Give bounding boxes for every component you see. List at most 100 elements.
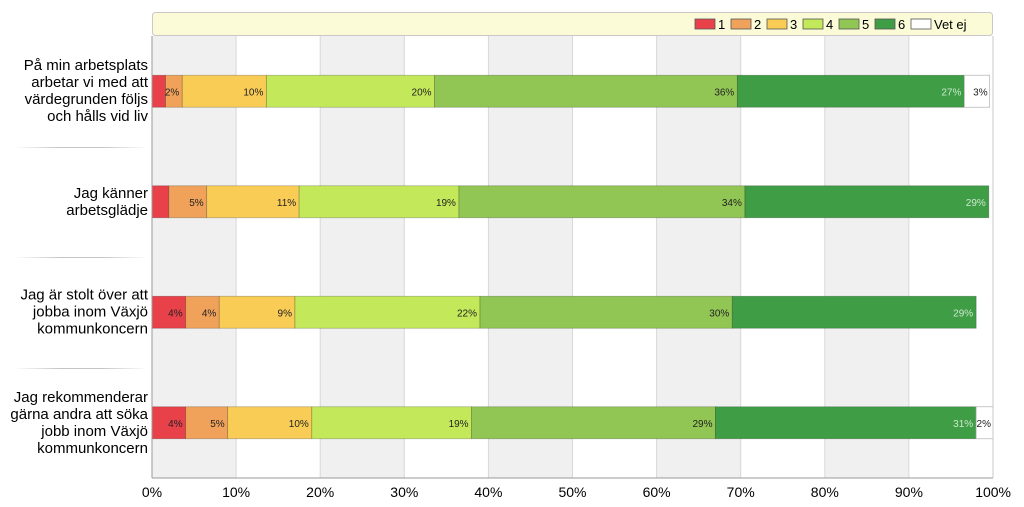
bar-segment bbox=[185, 406, 229, 440]
category-label-line: och hålls vid liv bbox=[47, 108, 148, 126]
legend-item: 4 bbox=[802, 17, 833, 32]
grid-band bbox=[572, 36, 657, 478]
legend-label: 6 bbox=[898, 17, 905, 32]
data-label: 19% bbox=[436, 198, 456, 209]
bar-segment bbox=[265, 74, 435, 108]
x-tick-label: 70% bbox=[727, 484, 755, 500]
x-tick-label: 40% bbox=[474, 484, 502, 500]
bar-segment bbox=[151, 74, 166, 108]
data-label: 3% bbox=[973, 87, 988, 98]
grid-band bbox=[740, 36, 825, 478]
bar-segment bbox=[715, 406, 977, 440]
legend-item: 5 bbox=[838, 17, 869, 32]
legend-swatch bbox=[874, 18, 896, 30]
data-label: 19% bbox=[449, 419, 469, 430]
x-tick-label: 60% bbox=[643, 484, 671, 500]
bar-segment bbox=[471, 406, 716, 440]
bar-segment bbox=[298, 185, 460, 219]
data-label: 2% bbox=[165, 87, 180, 98]
bar-segment bbox=[479, 295, 733, 329]
bar-segment bbox=[151, 185, 170, 219]
category-label-line: Jag känner bbox=[73, 184, 148, 202]
category-label-line: arbetsglädje bbox=[66, 201, 148, 219]
grid-band bbox=[320, 36, 405, 478]
bar-segment bbox=[434, 74, 738, 108]
category-separator bbox=[14, 146, 148, 148]
data-label: 20% bbox=[412, 87, 432, 98]
data-label: 10% bbox=[243, 87, 263, 98]
category-label-line: gärna andra att söka bbox=[10, 405, 148, 423]
data-label: 30% bbox=[709, 308, 729, 319]
bar-segment bbox=[294, 295, 481, 329]
legend-item: 6 bbox=[874, 17, 905, 32]
data-label: 34% bbox=[722, 198, 742, 209]
legend-swatch bbox=[838, 18, 860, 30]
x-tick-label: 90% bbox=[895, 484, 923, 500]
category-label-line: jobba inom Växjö bbox=[32, 303, 148, 321]
category-label-line: Jag rekommenderar bbox=[13, 388, 148, 406]
data-label: 29% bbox=[966, 198, 986, 209]
data-label: 29% bbox=[692, 419, 712, 430]
bar-segment bbox=[736, 74, 965, 108]
legend-item: Vet ej bbox=[910, 17, 967, 32]
category-label-line: värdegrunden följs bbox=[24, 91, 148, 109]
bar-segment bbox=[458, 185, 746, 219]
legend-label: Vet ej bbox=[934, 17, 967, 32]
bar-segment bbox=[206, 185, 300, 219]
legend-item: 3 bbox=[766, 17, 797, 32]
data-label: 11% bbox=[277, 198, 296, 209]
category-label-line: kommunkoncern bbox=[37, 320, 148, 338]
data-label: 4% bbox=[202, 308, 217, 319]
category-separator bbox=[14, 367, 148, 369]
data-label: 4% bbox=[168, 419, 183, 430]
bar-segment bbox=[181, 74, 267, 108]
grid-band bbox=[404, 36, 489, 478]
category-separator bbox=[14, 257, 148, 258]
x-tick-label: 80% bbox=[811, 484, 839, 500]
legend-swatch bbox=[730, 18, 752, 30]
legend-swatch bbox=[910, 18, 932, 30]
legend-swatch bbox=[766, 18, 788, 30]
data-label: 5% bbox=[189, 198, 204, 209]
category-label: Jag rekommenderar gärna andra att söka job… bbox=[0, 389, 148, 457]
category-label-line: kommunkoncern bbox=[37, 439, 148, 457]
data-label: 2% bbox=[977, 419, 992, 430]
data-label: 5% bbox=[210, 419, 225, 430]
legend-label: 1 bbox=[718, 17, 725, 32]
category-label-line: På min arbetsplats bbox=[23, 57, 148, 75]
bar-segment bbox=[227, 406, 313, 440]
data-label: 31% bbox=[953, 419, 973, 430]
data-label: 29% bbox=[953, 308, 973, 319]
x-tick-label: 50% bbox=[558, 484, 586, 500]
legend-box bbox=[152, 12, 993, 36]
data-label: 9% bbox=[278, 308, 293, 319]
category-label: Jag är stolt över att jobba inom Växjö kom… bbox=[0, 287, 148, 338]
legend-swatch bbox=[802, 18, 824, 30]
x-tick-label: 30% bbox=[390, 484, 418, 500]
grid-band bbox=[152, 36, 237, 478]
bar-segment bbox=[964, 74, 991, 108]
data-label: 27% bbox=[941, 87, 961, 98]
data-label: 10% bbox=[289, 419, 309, 430]
grid-band bbox=[824, 36, 909, 478]
x-tick-label: 10% bbox=[222, 484, 250, 500]
bar-segment bbox=[218, 295, 296, 329]
data-label: 36% bbox=[714, 87, 734, 98]
grid-band bbox=[908, 36, 993, 478]
category-label-line: arbetar vi med att bbox=[31, 74, 148, 92]
legend-item: 2 bbox=[730, 17, 761, 32]
bar-segment bbox=[731, 295, 977, 329]
grid-band bbox=[488, 36, 573, 478]
data-label: 4% bbox=[168, 308, 183, 319]
legend-label: 5 bbox=[862, 17, 869, 32]
legend-label: 4 bbox=[826, 17, 833, 32]
legend-item: 1 bbox=[694, 17, 725, 32]
legend-swatch bbox=[694, 18, 716, 30]
legend-label: 2 bbox=[754, 17, 761, 32]
grid-band bbox=[236, 36, 321, 478]
bar-segment bbox=[744, 185, 990, 219]
category-label-line: jobb inom Växjö bbox=[41, 422, 148, 440]
grid-band bbox=[656, 36, 741, 478]
data-label: 22% bbox=[457, 308, 477, 319]
